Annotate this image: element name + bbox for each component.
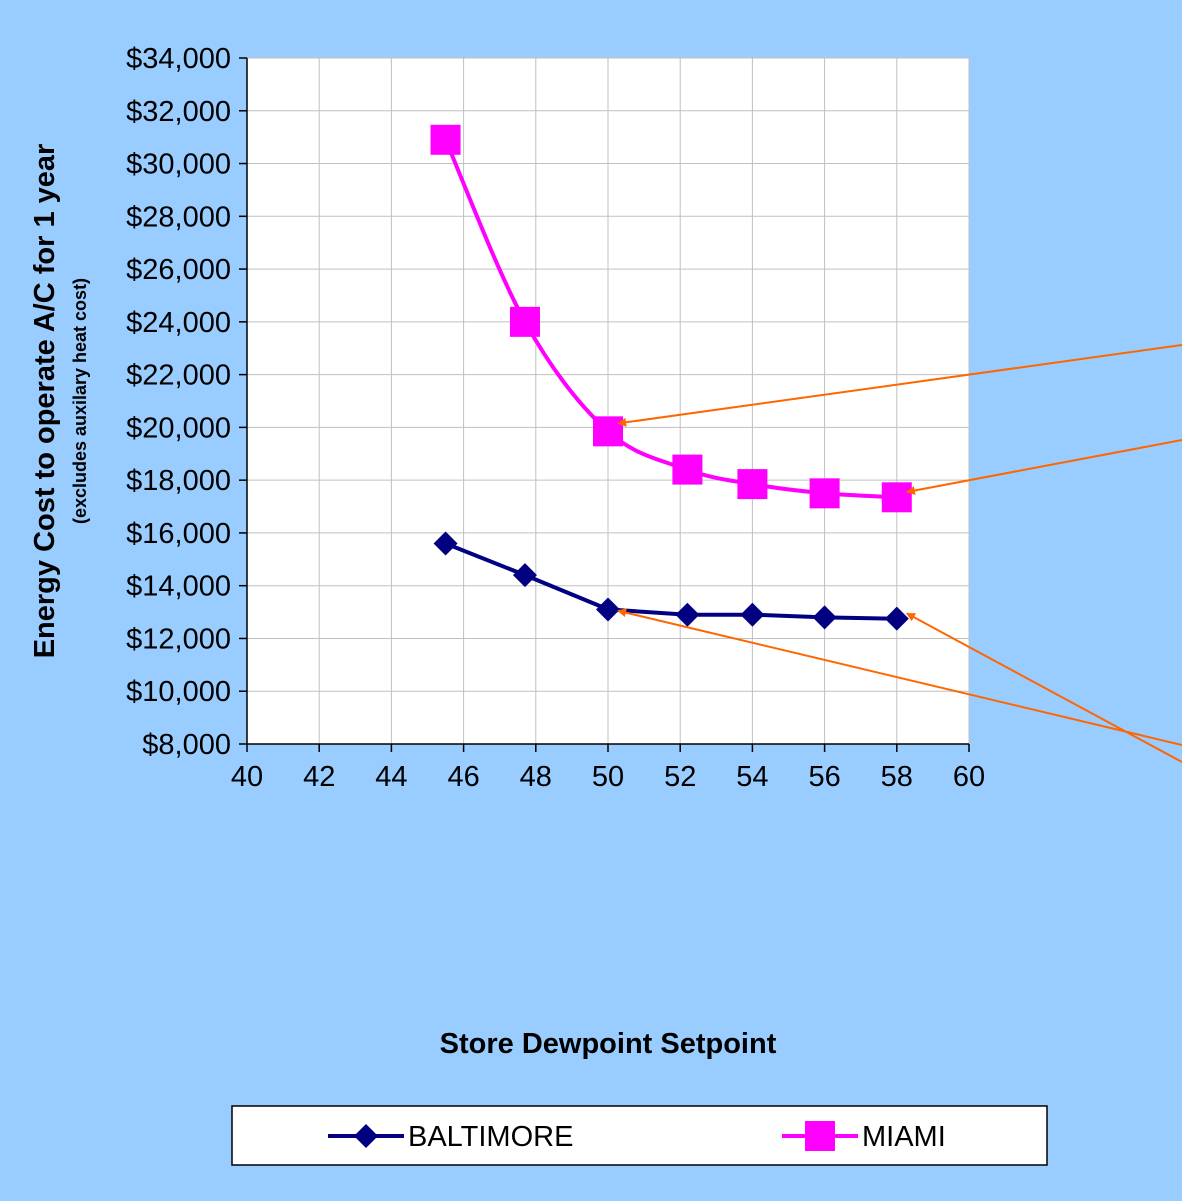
y-tick-label: $22,000 (126, 360, 231, 392)
data-point-baltimore (884, 606, 909, 631)
y-axis-title-group: Energy Cost to operate A/C for 1 year (e… (29, 144, 90, 659)
x-tick-label: 56 (808, 761, 840, 793)
axes: 40 42 44 46 48 50 52 54 56 58 60 $8,000 $10,000 $12,0… (126, 43, 985, 793)
x-tick-label: 48 (520, 761, 552, 793)
y-axis-subtitle: (excludes auxilary heat cost) (70, 278, 90, 524)
x-tick-label: 60 (953, 761, 985, 793)
legend: BALTIMORE MIAMI (231, 1105, 1048, 1166)
data-point-miami (881, 482, 912, 513)
data-point-miami (672, 454, 703, 485)
series-miami (430, 124, 912, 513)
annotation-arrow (906, 612, 1182, 763)
legend-label-baltimore: BALTIMORE (408, 1121, 573, 1153)
x-axis-title: Store Dewpoint Setpoint (440, 1028, 777, 1060)
y-tick-label: $26,000 (126, 254, 231, 286)
x-tick-label: 58 (881, 761, 913, 793)
x-tick-label: 42 (303, 761, 335, 793)
data-point-baltimore (512, 563, 537, 588)
data-point-baltimore (812, 605, 837, 630)
y-tick-label: $8,000 (142, 729, 231, 761)
y-tick-label: $14,000 (126, 571, 231, 603)
data-point-miami (509, 306, 540, 337)
data-point-baltimore (596, 597, 620, 622)
data-point-miami (737, 469, 768, 500)
legend-label-miami: MIAMI (862, 1121, 946, 1153)
data-point-miami (430, 124, 461, 155)
legend-marker-baltimore (354, 1124, 378, 1148)
y-tick-label: $10,000 (126, 676, 231, 708)
x-tick-label: 52 (664, 761, 696, 793)
legend-entry-miami: MIAMI (782, 1121, 946, 1153)
annotation-arrow (617, 608, 1182, 746)
data-point-miami (593, 416, 623, 447)
y-tick-label: $32,000 (126, 96, 231, 128)
annotation-arrow (617, 344, 1182, 427)
series-layer (430, 124, 912, 631)
y-tick-label: $18,000 (126, 465, 231, 497)
annotation-arrow (905, 439, 1182, 495)
y-axis-title: Energy Cost to operate A/C for 1 year (29, 144, 61, 659)
annotation-layer (617, 344, 1182, 763)
y-tick-label: $34,000 (126, 43, 231, 75)
data-point-baltimore (433, 531, 458, 556)
y-tick-label: $20,000 (126, 412, 231, 444)
x-tick-label: 50 (592, 761, 624, 793)
data-point-miami (809, 478, 840, 509)
y-tick-label: $16,000 (126, 518, 231, 550)
series-baltimore (433, 531, 909, 631)
y-tick-label: $28,000 (126, 201, 231, 233)
y-tick-label: $24,000 (126, 307, 231, 339)
y-tick-label: $12,000 (126, 623, 231, 655)
data-point-baltimore (740, 602, 765, 627)
data-point-baltimore (675, 602, 700, 627)
x-tick-label: 54 (736, 761, 768, 793)
legend-entry-baltimore: BALTIMORE (328, 1121, 573, 1153)
legend-marker-miami (805, 1121, 835, 1151)
y-tick-label: $30,000 (126, 149, 231, 181)
x-tick-label: 44 (375, 761, 407, 793)
x-tick-label: 46 (447, 761, 479, 793)
x-tick-label: 40 (231, 761, 263, 793)
